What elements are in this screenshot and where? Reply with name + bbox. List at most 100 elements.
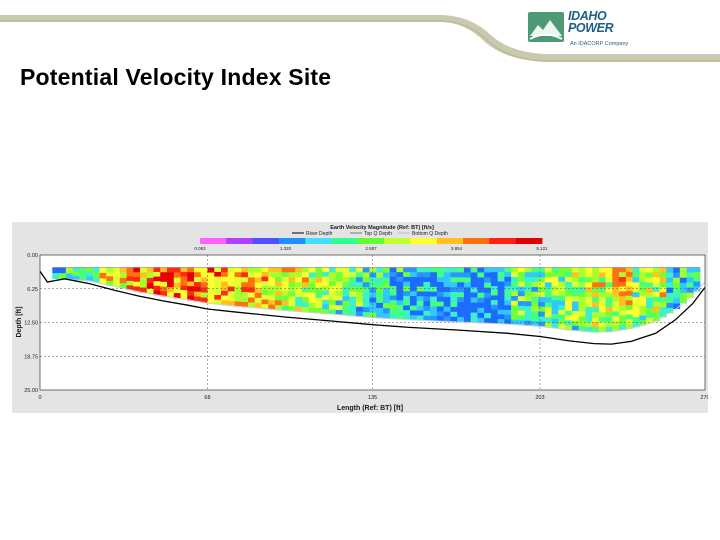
plot-gridlines [40,255,705,390]
velocity-cell [274,291,283,297]
velocity-cell [632,287,640,293]
velocity-cell [659,302,667,308]
velocity-cell [241,287,249,293]
velocity-cell [113,267,121,273]
velocity-cell [349,291,357,297]
velocity-cell [180,276,188,282]
velocity-cell [214,281,222,287]
velocity-cell [430,311,438,317]
velocity-cell [396,276,404,282]
velocity-cell [558,291,566,297]
velocity-cell [605,307,613,313]
velocity-cell [565,305,573,311]
velocity-cell [274,281,283,287]
velocity-cell [659,272,667,278]
velocity-cell [295,306,303,312]
velocity-cell [355,311,363,317]
company-logo: IDAHO POWER An IDACORP Company [528,10,648,52]
velocity-cell [254,277,262,283]
velocity-cell [362,312,370,318]
velocity-cell [625,267,633,273]
velocity-cell [693,267,701,273]
velocity-cell [490,272,498,278]
velocity-cell [517,305,525,311]
velocity-cell [457,302,465,308]
velocity-cell [187,267,195,273]
velocity-cell [484,272,492,278]
velocity-cell [241,272,249,278]
velocity-cell [463,287,471,293]
velocity-cell [450,272,458,278]
velocity-cell [585,272,593,278]
velocity-cell [362,287,370,293]
velocity-cell [652,291,660,298]
velocity-cell [254,282,262,289]
colorbar-swatch [384,238,411,244]
velocity-cell [544,307,552,313]
velocity-cell [531,277,539,283]
velocity-cell [571,296,579,302]
velocity-cell [416,291,424,297]
velocity-cell [531,282,539,288]
velocity-cell [490,300,498,306]
velocity-cell [558,281,566,287]
velocity-cell [652,296,660,302]
velocity-cell [578,301,586,307]
velocity-cell [598,322,606,328]
velocity-cell [207,293,215,299]
velocity-cell [538,296,546,303]
velocity-cell [558,305,566,311]
velocity-cell [646,287,654,294]
velocity-cell [517,301,525,307]
velocity-cell [544,322,552,328]
velocity-cell [382,287,390,294]
velocity-cell [619,315,627,321]
velocity-cell [612,291,620,298]
velocity-cell [423,286,431,292]
velocity-cell [457,317,465,323]
velocity-cell [281,296,289,302]
velocity-cell [227,300,235,306]
velocity-cell [511,300,519,306]
velocity-cell [362,292,370,298]
velocity-cell [538,316,546,322]
velocity-cell [578,321,586,327]
velocity-cell [571,291,579,297]
velocity-cell [693,276,701,282]
velocity-cell [463,267,471,273]
velocity-cell [349,301,357,307]
velocity-cell [571,301,579,307]
velocity-cell [268,272,276,278]
velocity-cell [416,296,424,302]
velocity-cell [409,305,417,311]
velocity-cell [349,306,357,312]
velocity-cell [376,287,384,294]
velocity-cell [659,287,667,293]
velocity-cell [504,295,512,301]
velocity-cell [490,276,498,282]
velocity-cell [679,287,687,294]
velocity-cell [281,281,289,287]
velocity-cell [571,286,579,293]
velocity-cell [274,276,283,282]
velocity-cell [666,292,674,299]
velocity-cell [126,271,134,277]
velocity-cell [517,296,525,302]
velocity-cell [274,295,283,301]
velocity-cell [396,281,404,287]
velocity-cell [504,291,512,297]
velocity-cell [288,296,296,302]
velocity-cell [335,286,343,292]
velocity-cell [673,293,681,299]
colorbar-swatch [331,238,359,244]
velocity-cell [301,277,310,283]
velocity-cell [436,306,444,312]
velocity-cell [531,267,539,273]
velocity-cell [308,277,316,283]
velocity-cell [382,292,390,299]
velocity-cell [578,272,586,278]
velocity-cell [281,276,289,283]
velocity-cell [666,302,674,309]
velocity-cell [382,308,390,314]
velocity-cell [106,280,114,286]
